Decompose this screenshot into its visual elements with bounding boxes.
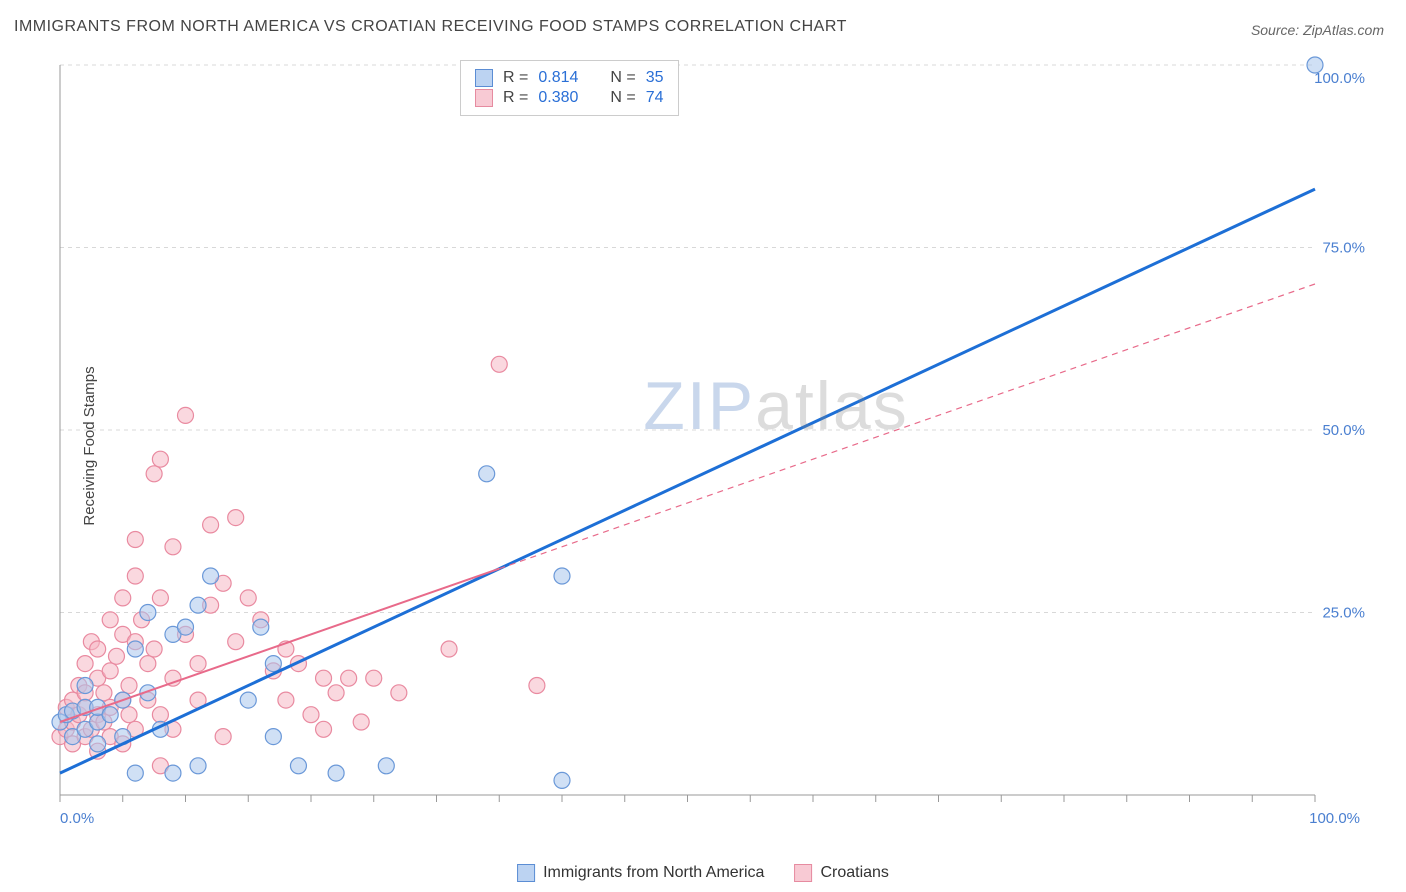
svg-text:0.0%: 0.0% <box>60 810 94 827</box>
legend-row-blue: R = 0.814 N = 35 <box>475 69 664 87</box>
legend-item-pink: Croatians <box>794 864 888 882</box>
series-legend: Immigrants from North America Croatians <box>517 864 889 882</box>
plot-area: 0.0%100.0%25.0%50.0%75.0%100.0% ZIPatlas <box>50 55 1370 835</box>
r-value-blue: 0.814 <box>538 69 578 87</box>
legend-row-pink: R = 0.380 N = 74 <box>475 89 664 107</box>
svg-text:100.0%: 100.0% <box>1309 810 1360 827</box>
source-attribution: Source: ZipAtlas.com <box>1251 22 1384 38</box>
n-label: N = <box>610 89 635 107</box>
chart-title: IMMIGRANTS FROM NORTH AMERICA VS CROATIA… <box>14 18 847 36</box>
legend-label-blue: Immigrants from North America <box>543 864 764 882</box>
axes <box>60 65 1315 802</box>
svg-text:50.0%: 50.0% <box>1322 422 1365 439</box>
source-prefix: Source: <box>1251 22 1303 38</box>
legend-label-pink: Croatians <box>820 864 888 882</box>
n-value-pink: 74 <box>646 89 664 107</box>
legend-item-blue: Immigrants from North America <box>517 864 764 882</box>
scatter-series-blue <box>52 57 1323 788</box>
trend-lines <box>60 189 1315 773</box>
scatter-chart-svg: 0.0% 100.0% 25.0% 50.0% 75.0% 100.0% <box>50 55 1370 835</box>
svg-text:75.0%: 75.0% <box>1322 240 1365 257</box>
r-label: R = <box>503 69 528 87</box>
r-label: R = <box>503 89 528 107</box>
legend-swatch-blue <box>475 69 493 87</box>
tick-labels: 0.0% 100.0% 25.0% 50.0% 75.0% 100.0% <box>60 70 1365 827</box>
scatter-series-pink <box>52 356 545 774</box>
n-value-blue: 35 <box>646 69 664 87</box>
svg-text:100.0%: 100.0% <box>1314 70 1365 87</box>
n-label: N = <box>610 69 635 87</box>
legend-swatch-pink <box>794 864 812 882</box>
legend-swatch-blue <box>517 864 535 882</box>
source-name: ZipAtlas.com <box>1303 22 1384 38</box>
legend-swatch-pink <box>475 89 493 107</box>
correlation-legend: R = 0.814 N = 35 R = 0.380 N = 74 <box>460 60 679 116</box>
r-value-pink: 0.380 <box>538 89 578 107</box>
svg-text:25.0%: 25.0% <box>1322 605 1365 622</box>
